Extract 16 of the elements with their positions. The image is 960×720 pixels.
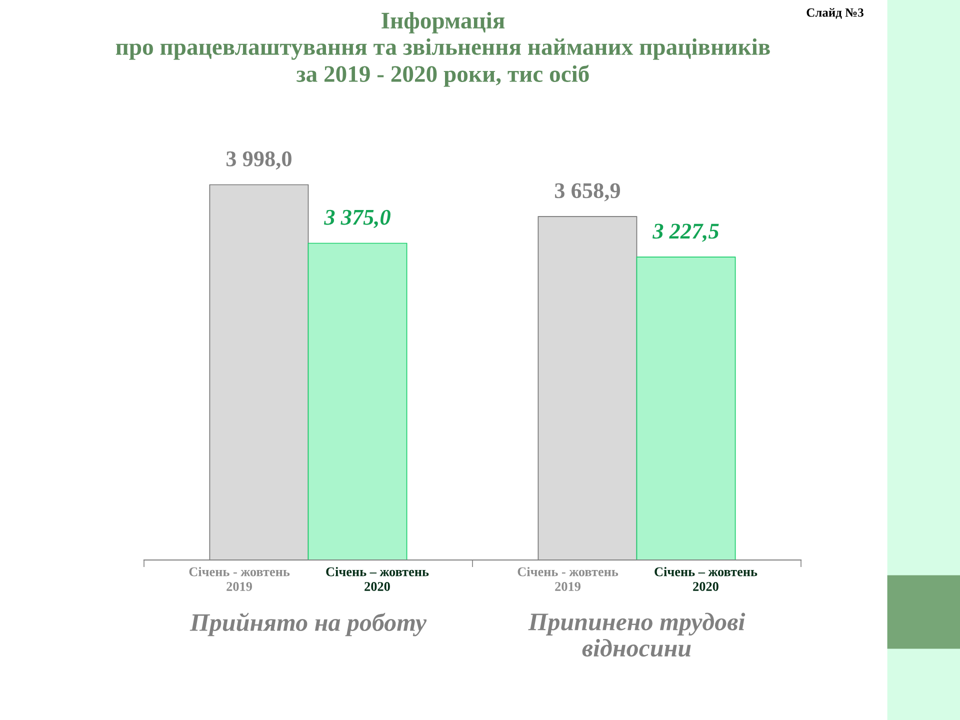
data-label: 3 375,0 [324, 210, 390, 228]
text: Січень - жовтень 2019 [518, 566, 618, 591]
bar [636, 256, 736, 560]
bar [308, 242, 408, 560]
x-tick-label: Прийнято на роботу [190, 612, 427, 636]
data-label: 3 658,9 [554, 183, 620, 202]
series-label: Січень - жовтень 2019 [189, 566, 290, 591]
series-label: Січень – жовтень 2020 [326, 566, 429, 591]
chart-title: Інформація про працевлаштування та звільнення найманих працівників за 2019 - 2020 роки, тис осіб [116, 12, 770, 87]
text: Січень – жовтень 2020 [654, 566, 758, 591]
bar [538, 216, 638, 560]
data-label: 3 998,0 [226, 151, 292, 170]
bar [209, 184, 309, 560]
x-tick-label: Припинено трудові відносини [528, 612, 746, 657]
data-label: 3 227,5 [652, 224, 719, 242]
text: Слайд №3 [806, 8, 864, 19]
